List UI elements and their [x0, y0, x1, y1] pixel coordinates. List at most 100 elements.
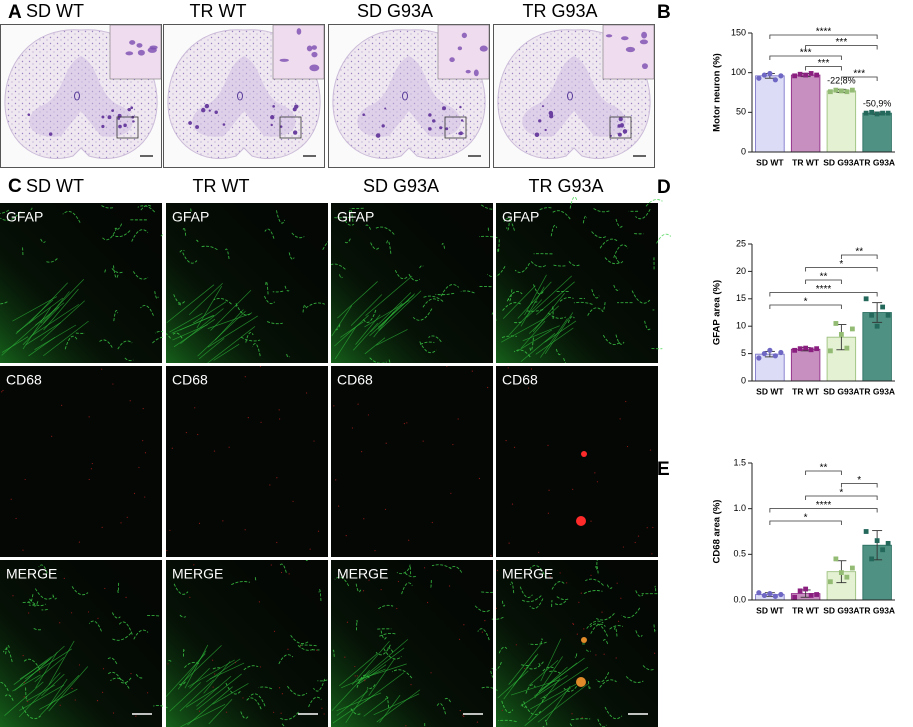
ventral-fiber	[180, 704, 226, 727]
significance-bracket	[840, 254, 878, 259]
bar	[790, 74, 821, 153]
microglia-dot	[88, 416, 90, 418]
microglia-dot	[430, 672, 432, 674]
ventral-fiber	[334, 326, 357, 360]
neuron	[460, 119, 464, 122]
astrocyte-fiber	[279, 563, 287, 573]
astrocyte-fiber	[409, 564, 412, 575]
astrocyte-fiber	[386, 647, 394, 653]
astrocyte-fiber	[131, 229, 149, 242]
microglia-dot	[651, 553, 653, 555]
astrocyte-fiber	[167, 659, 172, 662]
astrocyte-fiber	[107, 671, 122, 681]
astrocyte-fiber	[501, 700, 514, 713]
microglia-dot	[78, 664, 81, 666]
astrocyte-fiber	[602, 334, 621, 345]
inset-region	[279, 116, 302, 139]
y-tick-label: 15	[736, 293, 746, 303]
astrocyte-fiber	[25, 687, 28, 700]
microglia-dot	[138, 466, 140, 469]
bar	[790, 348, 821, 382]
astrocyte-fiber	[33, 627, 42, 631]
ventral-fiber	[34, 302, 65, 326]
ventral-fiber	[42, 320, 89, 357]
microglia-dot	[580, 592, 582, 594]
microglia-dot	[625, 400, 627, 403]
neuron	[534, 132, 540, 137]
inset-region	[609, 116, 632, 139]
astrocyte-fiber	[585, 578, 604, 586]
microglia-dot	[368, 579, 370, 581]
row-label: GFAP	[6, 209, 43, 225]
ventral-fiber	[172, 324, 208, 341]
ventral-fiber	[368, 658, 396, 696]
ventral-fiber	[189, 667, 210, 689]
astrocyte-fiber	[401, 582, 413, 595]
data-point	[772, 77, 778, 83]
astrocyte-fiber	[276, 210, 286, 224]
ventral-fiber	[22, 306, 60, 345]
neuron	[130, 106, 134, 110]
astrocyte-fiber	[172, 332, 183, 339]
microglia-dot	[652, 526, 654, 529]
microglia-dot	[90, 468, 92, 470]
data-point	[797, 588, 803, 594]
microglia-dot	[146, 692, 149, 694]
neuron	[362, 113, 366, 117]
astrocyte-fiber	[586, 620, 604, 629]
ventral-fiber	[540, 638, 562, 682]
column-title: SD WT	[26, 1, 84, 21]
astrocyte-fiber	[553, 264, 566, 267]
astrocyte-fiber	[119, 677, 132, 684]
astrocyte-fiber	[140, 305, 154, 316]
microglia-dot	[547, 512, 549, 514]
astrocyte-fiber	[430, 580, 432, 588]
ventral-fiber	[520, 286, 545, 327]
microglia-dot	[212, 686, 214, 688]
neuron	[428, 127, 432, 131]
astrocyte-fiber	[112, 230, 131, 238]
microglia-dot	[244, 376, 246, 378]
microglia-dot	[571, 713, 573, 715]
microglia-dot	[259, 666, 261, 668]
astrocyte-fiber	[529, 598, 544, 609]
astrocyte-fiber	[4, 694, 14, 701]
gray-matter	[357, 56, 461, 137]
microglia-dot	[478, 477, 480, 480]
microglia-dot	[198, 710, 201, 712]
ventral-fiber	[524, 687, 571, 726]
ventral-fiber	[179, 679, 214, 712]
x-tick-label: SD WT	[756, 157, 784, 167]
data-point	[863, 110, 869, 116]
inset-neuron	[641, 63, 648, 70]
ventral-fiber	[169, 313, 203, 333]
inset-neuron	[605, 34, 613, 38]
ventral-fiber	[510, 679, 560, 696]
neuron	[48, 132, 53, 136]
astrocyte-fiber	[642, 665, 656, 671]
row-label: GFAP	[502, 209, 539, 225]
ventral-fiber	[208, 698, 233, 725]
data-point	[756, 590, 762, 596]
astrocyte-fiber	[595, 672, 610, 683]
inset-neuron	[306, 45, 313, 52]
microglia-dot	[144, 452, 147, 454]
microglia-dot	[260, 421, 262, 423]
astrocyte-fiber	[602, 639, 609, 645]
microglia-dot	[362, 590, 365, 592]
data-point	[849, 87, 855, 93]
astrocyte-fiber	[339, 274, 343, 279]
microglia-dot	[653, 652, 656, 654]
ventral-fiber	[379, 694, 401, 723]
fluorescence-image: CD68	[166, 365, 328, 557]
significance-bracket	[769, 55, 842, 60]
ventral-fiber	[532, 293, 565, 333]
fluorescence-image: GFAP	[328, 203, 500, 372]
microglia-dot	[22, 549, 24, 551]
astrocyte-fiber	[615, 334, 625, 345]
astrocyte-fiber	[555, 348, 562, 356]
data-point	[803, 72, 809, 78]
astrocyte-fiber	[540, 638, 543, 645]
astrocyte-fiber	[523, 701, 542, 715]
ventral-fiber	[35, 651, 58, 689]
